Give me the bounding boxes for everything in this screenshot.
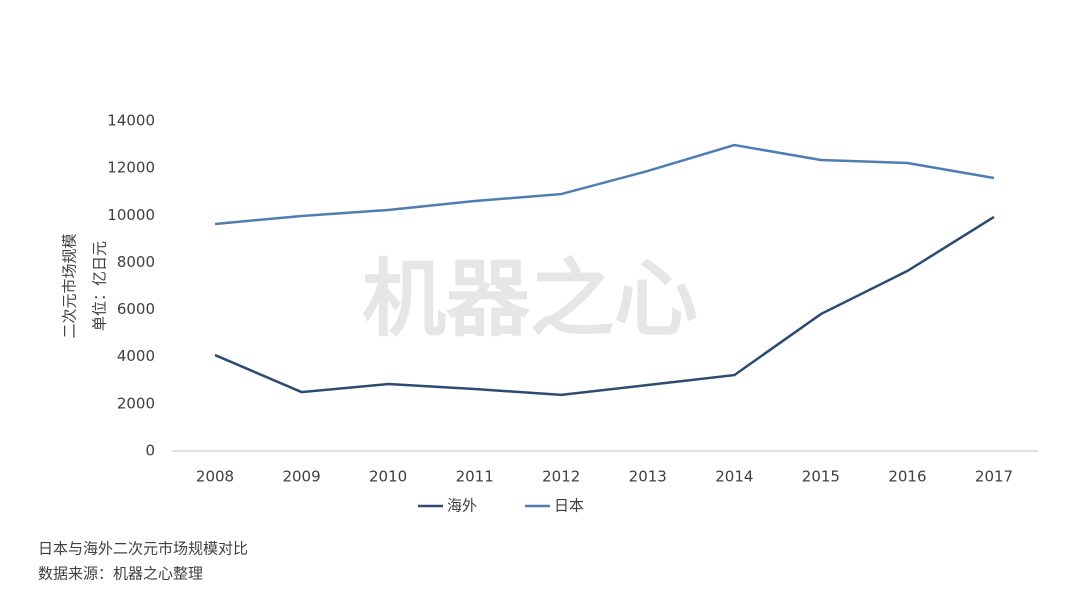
x-tick-label: 2016 [888,468,926,486]
series-line [214,143,995,226]
x-tick-label: 2010 [369,468,407,486]
legend-label: 日本 [554,497,584,515]
y-tick-label: 4000 [117,347,155,365]
y-tick-label: 2000 [117,394,155,412]
legend-label: 海外 [447,497,477,515]
x-tick-label: 2008 [196,468,234,486]
x-tick-label: 2009 [282,468,320,486]
series-line [214,215,995,397]
x-tick-label: 2017 [975,468,1013,486]
x-tick-label: 2012 [542,468,580,486]
caption: 数据来源：机器之心整理 [38,565,203,583]
y-tick-label: 8000 [117,253,155,271]
y-tick-label: 12000 [107,159,155,177]
y-axis-label: 二次元市场规模 [61,233,79,338]
y-tick-label: 0 [145,442,155,460]
watermark: 机器之心 [362,250,698,348]
caption: 日本与海外二次元市场规模对比 [38,540,248,558]
y-tick-label: 14000 [107,112,155,130]
y-tick-label: 10000 [107,206,155,224]
x-tick-label: 2015 [802,468,840,486]
x-tick-label: 2013 [629,468,667,486]
x-tick-label: 2011 [456,468,494,486]
x-tick-label: 2014 [715,468,753,486]
y-tick-label: 6000 [117,300,155,318]
y-axis-unit: 单位：亿日元 [91,241,109,331]
